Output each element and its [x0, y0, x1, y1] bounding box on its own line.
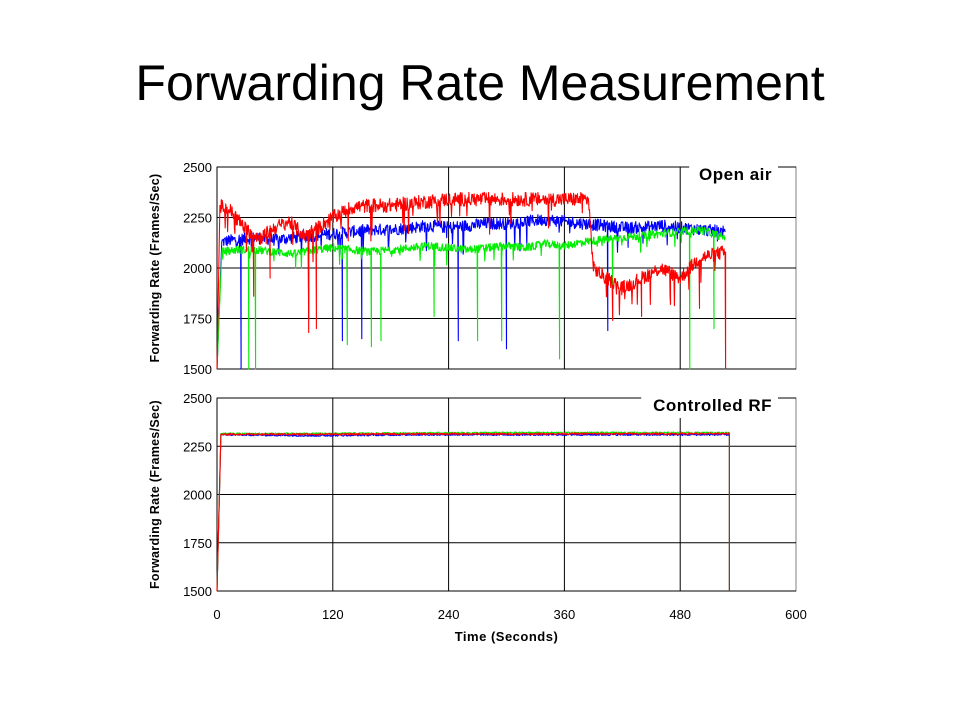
x-tick-label: 120: [322, 607, 344, 622]
annotation-background: [689, 157, 778, 187]
x-tick-label: 600: [785, 607, 807, 622]
series-line: [216, 432, 730, 592]
y-tick-label: 1500: [183, 584, 212, 599]
series-group: [216, 191, 727, 370]
y-tick-label: 1750: [183, 536, 212, 551]
series-group: [216, 431, 730, 592]
x-tick-label: 480: [669, 607, 691, 622]
chart-controlled-rf: 1500 1750 2000 2250 2500 0 120 240 360 480 600 Co…: [148, 388, 807, 644]
y-tick-label: 1750: [183, 312, 212, 327]
annotation-background: [641, 388, 778, 418]
series-line: [216, 225, 726, 370]
y-tick-label: 2500: [183, 160, 212, 175]
y-tick-label: 2250: [183, 439, 212, 454]
series-line: [216, 191, 727, 370]
annotation-open-air: Open air: [699, 165, 772, 184]
chart-open-air: 1500 1750 2000 2250 2500 Open air Forwarding…: [148, 157, 797, 377]
y-tick-labels: 1500 1750 2000 2250 2500: [183, 160, 212, 377]
x-tick-labels: 0 120 240 360 480 600: [213, 607, 806, 622]
y-tick-label: 2000: [183, 488, 212, 503]
x-tick-label: 0: [213, 607, 220, 622]
y-axis-label: Forwarding Rate (Frames/Sec): [148, 173, 162, 362]
y-tick-label: 2500: [183, 391, 212, 406]
y-tick-labels: 1500 1750 2000 2250 2500: [183, 391, 212, 599]
x-tick-label: 240: [438, 607, 460, 622]
annotation-controlled-rf: Controlled RF: [653, 396, 772, 415]
y-axis-label: Forwarding Rate (Frames/Sec): [148, 400, 162, 589]
x-axis-label: Time (Seconds): [455, 629, 559, 644]
y-tick-label: 1500: [183, 362, 212, 377]
x-tick-label: 360: [554, 607, 576, 622]
y-tick-label: 2250: [183, 211, 212, 226]
y-tick-label: 2000: [183, 261, 212, 276]
slide-title: Forwarding Rate Measurement: [135, 55, 825, 111]
